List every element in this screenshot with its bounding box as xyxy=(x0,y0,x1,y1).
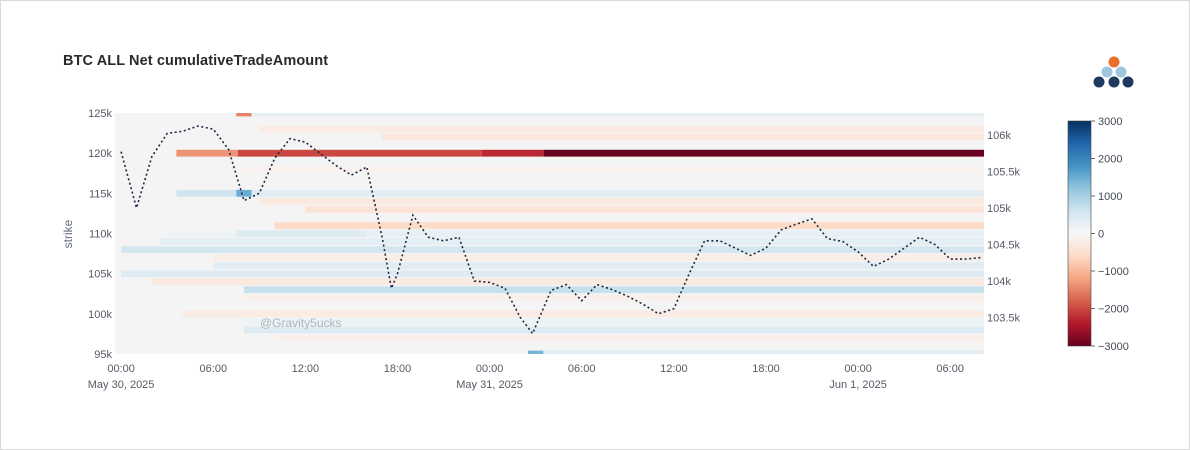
y-right-ticks: 103.5k 104k 104.5k 105k 105.5k 106k xyxy=(987,130,1021,325)
heatmap-cell xyxy=(213,262,985,269)
y-axis-title: strike xyxy=(61,219,75,248)
colorbar-tick-label: −2000 xyxy=(1098,304,1129,316)
heatmap-cell xyxy=(121,246,985,253)
heatmap-cell xyxy=(244,294,984,302)
x-tick-label: 12:00 xyxy=(292,363,320,375)
logo-dot-light xyxy=(1101,66,1113,78)
price-line xyxy=(120,125,981,336)
x-tick-date-label: May 30, 2025 xyxy=(88,379,155,391)
x-tick-label: 00:00 xyxy=(844,363,872,375)
heatmap-cell xyxy=(251,189,985,197)
x-tick-label: 06:00 xyxy=(568,363,596,375)
x-tick-label: 06:00 xyxy=(936,363,964,375)
logo-dot-light xyxy=(1115,66,1127,78)
y-right-tick-label: 104.5k xyxy=(987,240,1021,252)
heatmap-cell xyxy=(366,230,984,237)
heatmap-cell xyxy=(213,254,985,261)
heatmap-cell xyxy=(543,149,984,157)
heatmap-cell xyxy=(176,189,237,197)
heatmap-cell xyxy=(244,326,984,334)
colorbar-tick-label: 2000 xyxy=(1098,154,1122,166)
logo-dot-dark xyxy=(1108,76,1120,88)
heatmap-cell xyxy=(237,149,482,157)
y-left-tick-label: 100k xyxy=(88,309,112,321)
y-right-tick-label: 103.5k xyxy=(987,313,1021,325)
heatmap-cell xyxy=(236,113,252,117)
y-left-tick-label: 115k xyxy=(89,188,113,200)
x-tick-label: 00:00 xyxy=(107,363,135,375)
y-right-tick-label: 104k xyxy=(987,276,1011,288)
x-tick-date-label: Jun 1, 2025 xyxy=(829,379,887,391)
heatmap-cell xyxy=(167,230,237,237)
heatmap-cell xyxy=(274,222,984,229)
y-left-tick-label: 110k xyxy=(89,229,113,241)
y-left-tick-label: 125k xyxy=(88,108,112,120)
y-left-tick-label: 105k xyxy=(88,269,112,281)
y-left-ticks: 95k 100k 105k 110k 115k 120k 125k xyxy=(88,108,112,361)
heatmap-cell xyxy=(244,318,984,326)
heatmap-cell xyxy=(305,206,984,213)
heatmap-cell xyxy=(528,350,544,354)
heatmap-cell xyxy=(236,189,252,197)
x-tick-label: 06:00 xyxy=(200,363,228,375)
y-right-tick-label: 105.5k xyxy=(987,166,1021,178)
x-tick-label: 18:00 xyxy=(752,363,780,375)
colorbar-tick-label: 3000 xyxy=(1098,116,1122,128)
heatmap-cell xyxy=(259,125,984,133)
price-line-group xyxy=(120,125,981,336)
logo-dot-orange xyxy=(1108,56,1120,68)
heatmap-cell xyxy=(382,133,985,141)
y-right-tick-label: 106k xyxy=(987,130,1011,142)
colorbar-tick-label: −3000 xyxy=(1098,341,1129,353)
x-tick-label: 12:00 xyxy=(660,363,688,375)
heatmap-cell xyxy=(481,149,544,157)
y-left-tick-label: 120k xyxy=(88,148,112,160)
heatmap-cell xyxy=(182,310,985,318)
colorbar: 3000 2000 1000 0 −1000 −2000 −3000 xyxy=(1067,116,1129,353)
logo-dot-dark xyxy=(1122,76,1134,88)
heatmap-cell xyxy=(543,350,984,354)
heatmap-cell xyxy=(244,165,984,173)
x-tick-label: 00:00 xyxy=(476,363,504,375)
colorbar-tick-label: 0 xyxy=(1098,229,1104,241)
logo-dot-dark xyxy=(1093,76,1105,88)
heatmap-bands xyxy=(121,113,985,354)
heatmap-cell xyxy=(274,334,984,342)
heatmap-cell xyxy=(244,286,984,294)
colorbar-tick-label: −1000 xyxy=(1098,266,1129,278)
x-ticks: 00:00 May 30, 2025 06:00 12:00 18:00 00:00 May… xyxy=(88,363,964,391)
heatmap-cell xyxy=(121,270,985,278)
heatmap-cell xyxy=(236,230,367,237)
y-left-tick-label: 95k xyxy=(94,349,112,361)
watermark: @Gravity5ucks xyxy=(260,316,342,330)
x-tick-date-label: May 31, 2025 xyxy=(456,379,523,391)
x-tick-label: 18:00 xyxy=(384,363,412,375)
heatmap-cell xyxy=(251,113,985,117)
heatmap-cell xyxy=(151,278,985,286)
y-right-tick-label: 105k xyxy=(987,203,1011,215)
heatmap-cell xyxy=(159,238,984,245)
chart-title: BTC ALL Net cumulativeTradeAmount xyxy=(63,53,329,69)
colorbar-tick-label: 1000 xyxy=(1098,191,1122,203)
colorbar-bar xyxy=(1067,120,1092,347)
heatmap-cell xyxy=(176,149,238,157)
logo-dots-icon xyxy=(1093,56,1134,88)
heatmap-cell xyxy=(259,198,984,205)
